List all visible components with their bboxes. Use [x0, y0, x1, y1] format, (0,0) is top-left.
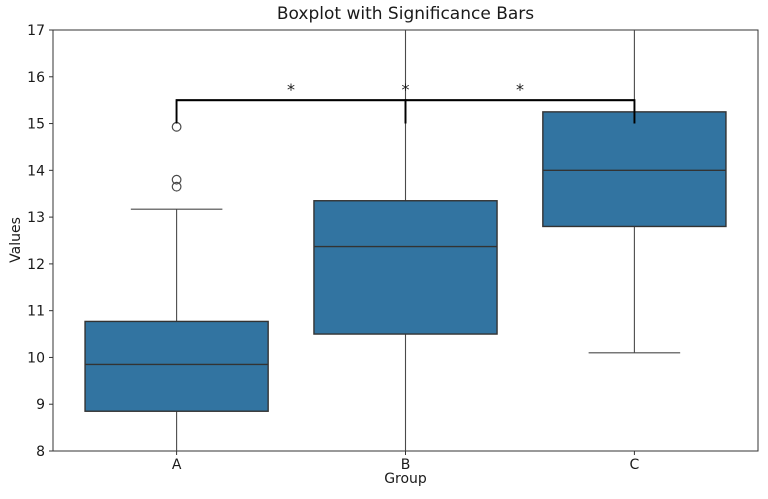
box-b: [313, 200, 498, 335]
y-tick-label: 15: [27, 117, 45, 133]
outlier-point: [171, 174, 182, 185]
x-tick-label: A: [172, 457, 182, 473]
box-a: [84, 320, 269, 412]
significance-bracket: [175, 99, 407, 124]
significance-asterisk: *: [287, 80, 295, 99]
significance-asterisk: *: [402, 80, 410, 99]
significance-bracket: [404, 99, 636, 124]
y-tick-label: 11: [27, 304, 45, 320]
y-tick-label: 8: [36, 444, 45, 460]
chart-title: Boxplot with Significance Bars: [276, 4, 535, 24]
y-tick-label: 14: [27, 163, 45, 179]
y-tick-label: 16: [27, 70, 45, 86]
box-c: [542, 111, 727, 228]
x-axis-label: Group: [384, 471, 427, 487]
y-tick-label: 9: [36, 397, 45, 413]
outlier-point: [171, 181, 182, 192]
y-tick-label: 10: [27, 350, 45, 366]
y-tick-label: 12: [27, 257, 45, 273]
x-tick-label: C: [630, 457, 640, 473]
y-tick-label: 17: [27, 23, 45, 39]
significance-asterisk: *: [516, 80, 524, 99]
x-tick-label: B: [401, 457, 411, 473]
outlier-point: [171, 121, 182, 132]
y-tick-label: 13: [27, 210, 45, 226]
